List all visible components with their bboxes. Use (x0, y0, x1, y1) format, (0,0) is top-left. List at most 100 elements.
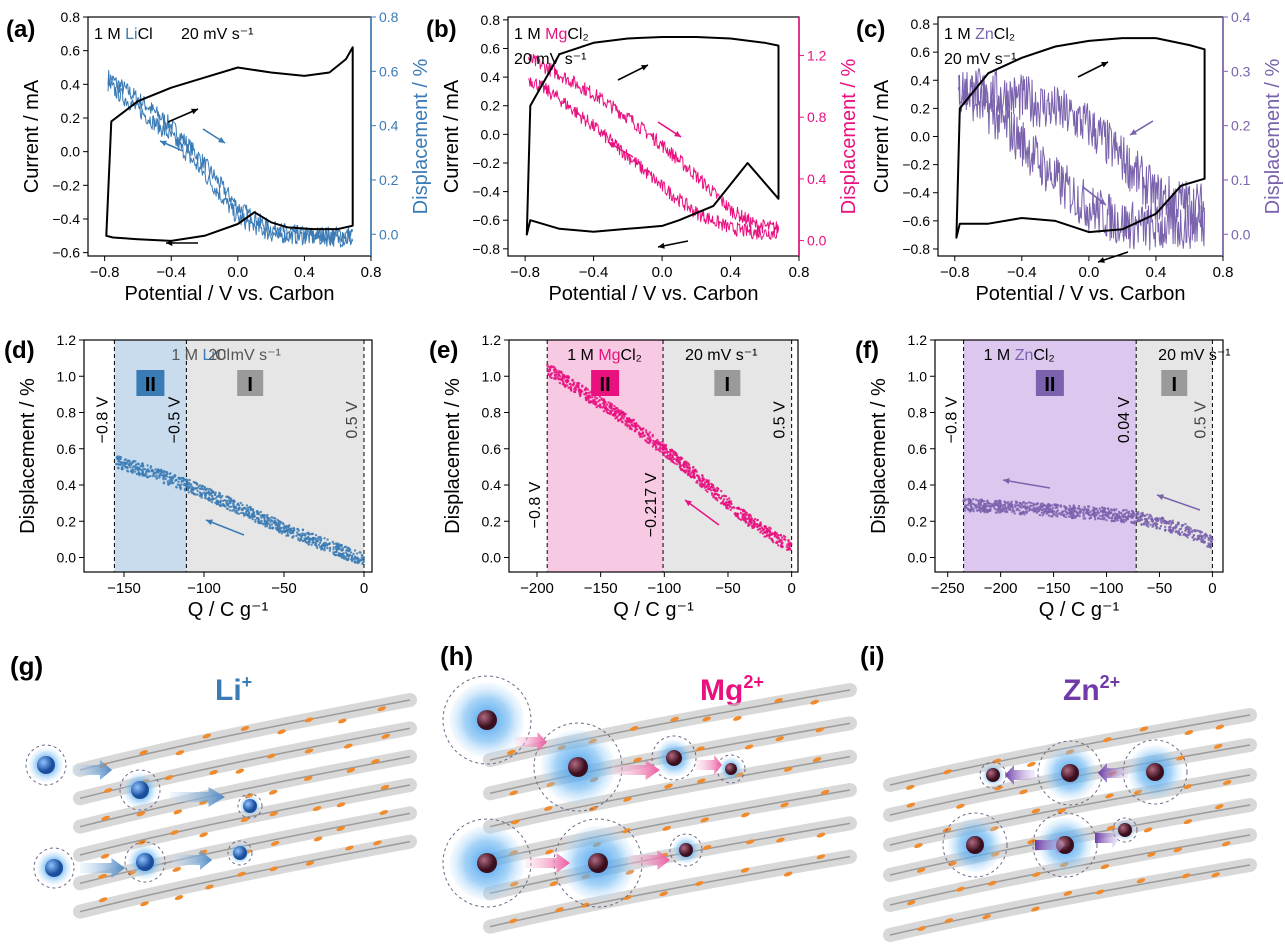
li-ion-shell (33, 847, 75, 889)
badge-i (714, 370, 741, 396)
data-point (555, 369, 558, 372)
data-point (725, 507, 728, 510)
data-point (292, 535, 295, 538)
data-point (252, 515, 255, 518)
surface-group-dot (670, 716, 679, 722)
data-point (617, 418, 621, 422)
zn-ion-shell (1122, 739, 1188, 805)
data-point (125, 461, 128, 464)
data-point (995, 500, 998, 503)
data-point (199, 484, 202, 487)
panel-tag: (f) (855, 337, 879, 364)
data-point (1151, 525, 1154, 528)
data-point (729, 502, 732, 505)
data-point (553, 366, 556, 369)
data-point (286, 531, 289, 535)
surface-group-dot (780, 802, 789, 808)
data-point (1025, 502, 1029, 505)
data-point (270, 523, 273, 526)
data-point (577, 389, 581, 392)
data-point (775, 541, 779, 545)
data-point (1078, 507, 1081, 510)
data-point (124, 458, 128, 461)
data-point (1149, 523, 1152, 526)
data-point (1210, 537, 1213, 540)
data-point (979, 509, 982, 513)
legend-ion: Li (203, 347, 215, 364)
data-point (361, 554, 364, 557)
data-point (1010, 500, 1013, 503)
data-point (755, 523, 758, 526)
surface-group-dot (1147, 852, 1156, 857)
surface-group-dot (816, 832, 826, 838)
surface-group-dot (1183, 784, 1193, 790)
data-point (334, 546, 338, 549)
data-point (786, 543, 789, 546)
data-point (988, 502, 991, 505)
data-point (742, 513, 746, 516)
data-point (1037, 508, 1040, 511)
surface-group-dot (173, 809, 183, 815)
direction-arrow-head (206, 519, 213, 526)
transport-arrow (1035, 835, 1065, 855)
data-point (184, 478, 188, 481)
surface-group-dot (1031, 906, 1040, 912)
surface-group-dot (944, 918, 954, 924)
data-point (671, 454, 674, 457)
data-point (198, 487, 202, 491)
surface-group-dot (774, 698, 783, 703)
displacement-series-line (957, 74, 1206, 251)
data-point (781, 541, 784, 545)
data-point (225, 495, 228, 498)
zn-ion-shell (1032, 812, 1098, 878)
data-point (155, 474, 158, 477)
data-point (1076, 513, 1080, 516)
data-point (999, 510, 1003, 513)
li-ion-core (233, 846, 247, 860)
cv-loop-line (525, 36, 780, 236)
data-point (750, 517, 753, 520)
data-point (558, 381, 562, 385)
data-point (578, 382, 581, 385)
data-point (711, 484, 714, 488)
legend-rate: 20 mV s⁻¹ (944, 51, 1016, 68)
data-point (303, 532, 306, 536)
data-point (288, 529, 292, 532)
surface-group-dot (336, 802, 346, 808)
data-point (777, 540, 781, 543)
data-point (1035, 502, 1039, 505)
data-point (258, 521, 262, 525)
data-point (999, 504, 1003, 507)
x-tick-label: −50 (715, 580, 740, 597)
data-point (648, 440, 652, 443)
data-point (705, 485, 709, 488)
data-point (1193, 537, 1197, 541)
data-point (317, 537, 320, 540)
surface-group-dot (1031, 808, 1041, 814)
data-point (237, 512, 240, 515)
data-point (669, 453, 672, 456)
data-point (732, 506, 736, 509)
y-tick-label: 1.0 (908, 368, 928, 384)
data-point (1084, 507, 1087, 510)
data-point (785, 545, 788, 548)
data-point (564, 379, 567, 382)
data-point (739, 508, 743, 511)
data-point (1171, 527, 1175, 530)
data-point (621, 412, 624, 415)
data-point (1051, 506, 1055, 510)
data-point (183, 483, 186, 487)
data-point (629, 427, 632, 430)
surface-group-dot (1213, 743, 1223, 749)
direction-arrow (1156, 494, 1201, 511)
data-point (282, 523, 285, 526)
data-point (1033, 508, 1036, 511)
surface-group-dot (1019, 789, 1028, 795)
surface-group-dot (956, 886, 965, 892)
data-point (654, 440, 657, 443)
data-point (215, 503, 219, 506)
data-point (1115, 508, 1118, 511)
data-point (341, 548, 344, 552)
data-point (668, 455, 671, 458)
mg-ion-core (588, 853, 608, 873)
